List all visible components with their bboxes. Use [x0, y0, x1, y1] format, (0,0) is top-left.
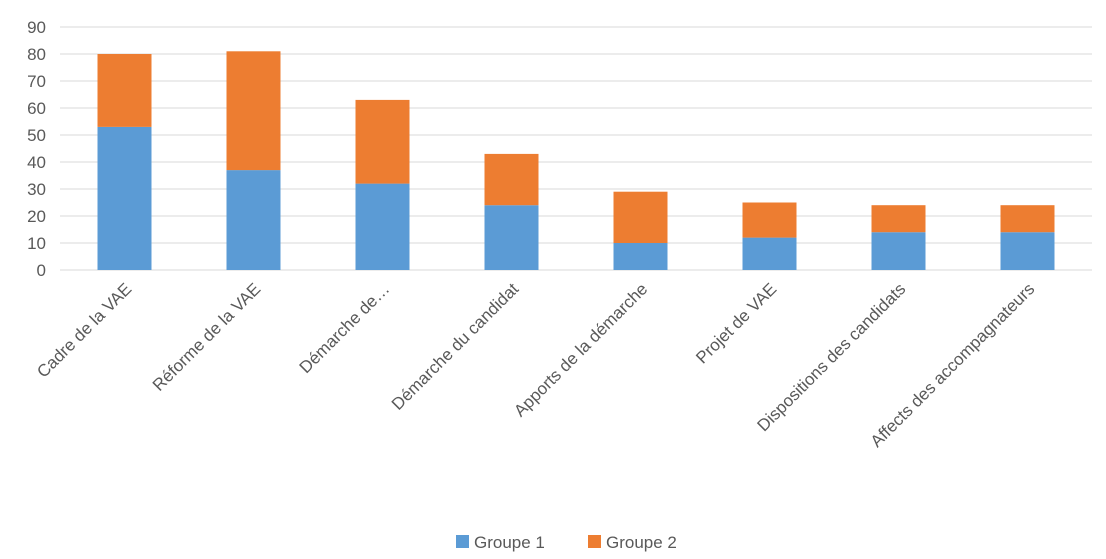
gridlines [60, 26, 1092, 271]
x-tick-label-7: Dispositions des candidats [754, 279, 910, 435]
bar-1-4 [484, 205, 539, 270]
y-tick-label-10: 10 [27, 234, 46, 253]
bar-2-6 [742, 202, 797, 238]
bar-1-6 [742, 237, 797, 270]
bar-2-1 [97, 54, 152, 127]
bar-2-7 [871, 205, 926, 233]
y-tick-label-80: 80 [27, 45, 46, 64]
y-tick-label-50: 50 [27, 126, 46, 145]
y-tick-label-40: 40 [27, 153, 46, 172]
bar-2-3 [355, 99, 410, 184]
bar-1-3 [355, 183, 410, 270]
bar-1-8 [1000, 232, 1055, 270]
bar-1-2 [226, 170, 281, 270]
y-tick-label-90: 90 [27, 18, 46, 37]
y-tick-label-70: 70 [27, 72, 46, 91]
legend-swatch-2 [588, 535, 601, 548]
legend-label-1: Groupe 1 [474, 533, 545, 552]
x-axis-labels: Cadre de la VAE Réforme de la VAE Démarche… [33, 279, 1038, 451]
y-tick-label-60: 60 [27, 99, 46, 118]
x-tick-label-4: Démarche du candidat [388, 279, 523, 414]
y-tick-label-0: 0 [37, 261, 46, 280]
x-tick-label-1: Cadre de la VAE [33, 279, 135, 381]
bar-2-4 [484, 153, 539, 206]
x-tick-label-2: Réforme de la VAE [149, 279, 264, 394]
x-tick-label-6: Projet de VAE [692, 279, 780, 367]
x-tick-label-5: Apports de la démarche [510, 279, 651, 420]
y-axis-ticks: 0 10 20 30 40 50 60 70 80 90 [27, 18, 46, 280]
bar-1-5 [613, 243, 668, 270]
bar-2-2 [226, 51, 281, 171]
legend-swatch-1 [456, 535, 469, 548]
bars [97, 51, 1055, 271]
legend: Groupe 1 Groupe 2 [456, 533, 677, 552]
y-tick-label-20: 20 [27, 207, 46, 226]
x-tick-label-3: Démarche de… [296, 279, 394, 377]
bar-1-7 [871, 232, 926, 270]
bar-2-5 [613, 191, 668, 243]
y-tick-label-30: 30 [27, 180, 46, 199]
bar-1-1 [97, 126, 152, 271]
bar-2-8 [1000, 205, 1055, 233]
legend-label-2: Groupe 2 [606, 533, 677, 552]
